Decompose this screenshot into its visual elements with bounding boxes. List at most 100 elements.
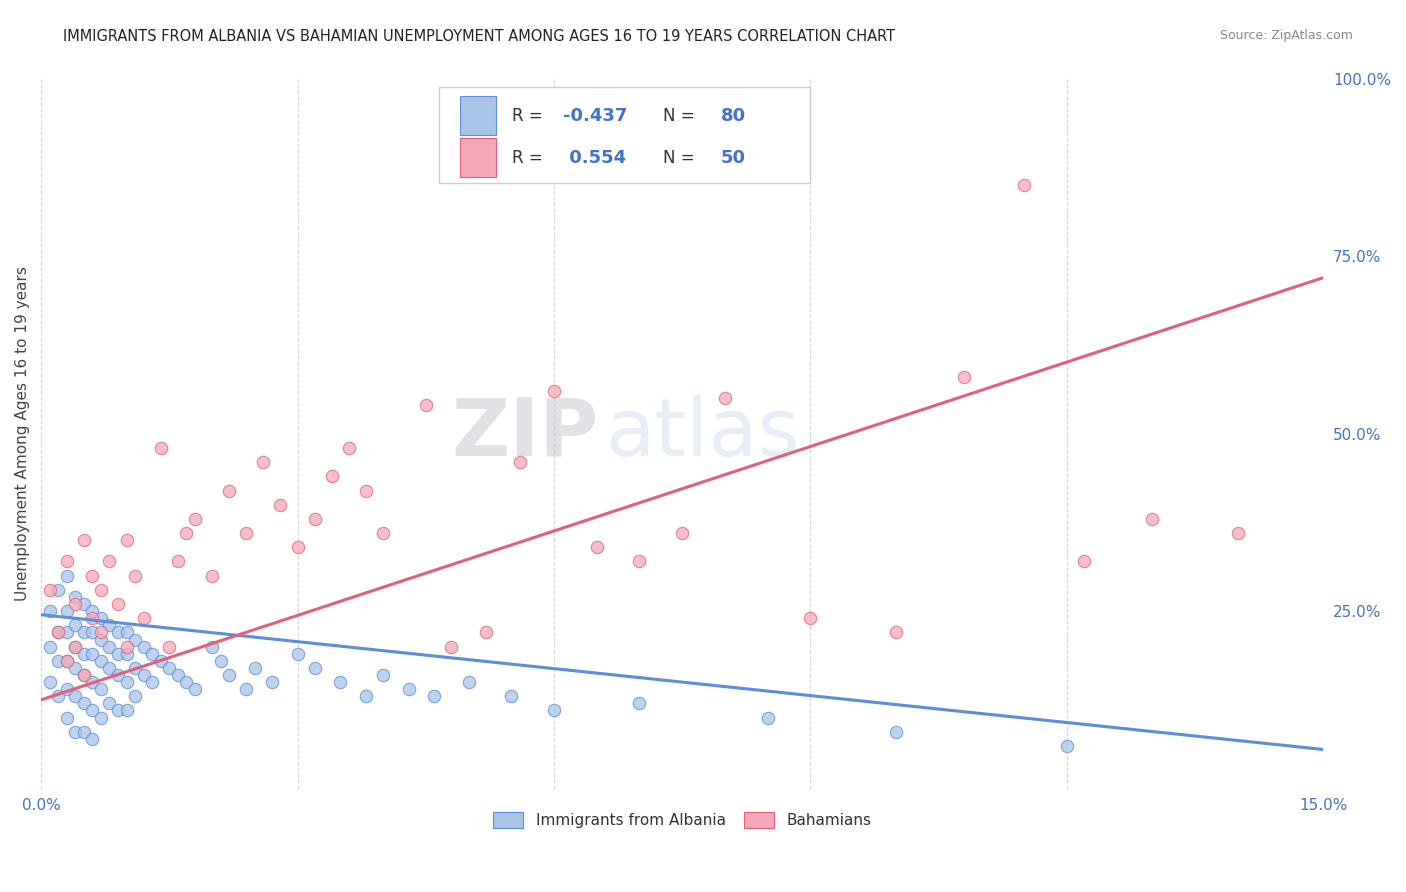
Point xyxy=(474,625,496,640)
Point xyxy=(46,625,69,640)
Point xyxy=(176,675,198,690)
Point xyxy=(304,512,326,526)
Point xyxy=(176,526,198,541)
Point xyxy=(73,668,96,682)
Point xyxy=(218,668,240,682)
Point xyxy=(82,647,104,661)
Point xyxy=(1226,526,1249,541)
Point xyxy=(98,697,121,711)
Point xyxy=(235,526,257,541)
Point xyxy=(38,582,60,597)
Point xyxy=(73,533,96,548)
Text: IMMIGRANTS FROM ALBANIA VS BAHAMIAN UNEMPLOYMENT AMONG AGES 16 TO 19 YEARS CORRE: IMMIGRANTS FROM ALBANIA VS BAHAMIAN UNEM… xyxy=(63,29,896,44)
Point xyxy=(55,710,77,724)
Y-axis label: Unemployment Among Ages 16 to 19 years: Unemployment Among Ages 16 to 19 years xyxy=(15,267,30,601)
Point xyxy=(157,661,180,675)
Point xyxy=(124,661,146,675)
Point xyxy=(82,568,104,582)
Point xyxy=(132,668,155,682)
Point xyxy=(287,647,309,661)
FancyBboxPatch shape xyxy=(460,138,496,178)
Point xyxy=(115,625,138,640)
Point xyxy=(132,611,155,625)
Point xyxy=(107,647,129,661)
Text: -0.437: -0.437 xyxy=(562,107,627,125)
FancyBboxPatch shape xyxy=(460,96,496,136)
Point xyxy=(157,640,180,654)
Point xyxy=(55,682,77,697)
Point xyxy=(65,597,87,611)
Point xyxy=(73,724,96,739)
Point xyxy=(287,541,309,555)
Point xyxy=(423,690,446,704)
Point xyxy=(73,697,96,711)
Point xyxy=(543,384,565,399)
Point xyxy=(82,675,104,690)
Point xyxy=(371,668,394,682)
Point xyxy=(98,661,121,675)
Point xyxy=(38,604,60,618)
Point xyxy=(98,640,121,654)
Point xyxy=(90,654,112,668)
Point xyxy=(149,654,172,668)
Text: 80: 80 xyxy=(721,107,745,125)
Point xyxy=(90,682,112,697)
Point xyxy=(65,661,87,675)
Point xyxy=(124,690,146,704)
Text: N =: N = xyxy=(664,107,700,125)
Point xyxy=(799,611,821,625)
Point xyxy=(329,675,352,690)
Point xyxy=(90,611,112,625)
Point xyxy=(354,690,377,704)
Point xyxy=(209,654,232,668)
Point xyxy=(90,582,112,597)
Text: R =: R = xyxy=(512,107,548,125)
Point xyxy=(714,391,737,405)
Point xyxy=(260,675,283,690)
Point xyxy=(115,703,138,717)
Text: R =: R = xyxy=(512,149,548,167)
Point xyxy=(167,668,190,682)
Point xyxy=(73,668,96,682)
Point xyxy=(115,675,138,690)
Point xyxy=(107,625,129,640)
Point xyxy=(671,526,693,541)
Text: ZIP: ZIP xyxy=(451,395,599,473)
Point xyxy=(82,625,104,640)
Point xyxy=(141,647,163,661)
Point xyxy=(321,469,343,483)
Point xyxy=(1073,554,1095,568)
Point xyxy=(38,675,60,690)
Point xyxy=(337,441,360,455)
Point xyxy=(65,618,87,632)
Point xyxy=(82,731,104,746)
Point xyxy=(98,618,121,632)
Point xyxy=(73,647,96,661)
Point xyxy=(55,604,77,618)
Point xyxy=(55,554,77,568)
Point xyxy=(201,568,224,582)
Text: atlas: atlas xyxy=(605,395,800,473)
Point xyxy=(184,512,207,526)
Point xyxy=(46,625,69,640)
Legend: Immigrants from Albania, Bahamians: Immigrants from Albania, Bahamians xyxy=(486,805,877,834)
Point xyxy=(628,554,651,568)
Point xyxy=(585,541,607,555)
Point xyxy=(509,455,531,469)
Point xyxy=(46,654,69,668)
Point xyxy=(90,625,112,640)
Point xyxy=(115,647,138,661)
Point xyxy=(243,661,266,675)
Point xyxy=(82,611,104,625)
Text: N =: N = xyxy=(664,149,700,167)
Point xyxy=(124,568,146,582)
Point xyxy=(55,625,77,640)
Point xyxy=(304,661,326,675)
Point xyxy=(398,682,420,697)
Point xyxy=(82,703,104,717)
Point xyxy=(107,597,129,611)
Point xyxy=(141,675,163,690)
Point xyxy=(1056,739,1078,753)
Point xyxy=(252,455,274,469)
Point xyxy=(107,668,129,682)
